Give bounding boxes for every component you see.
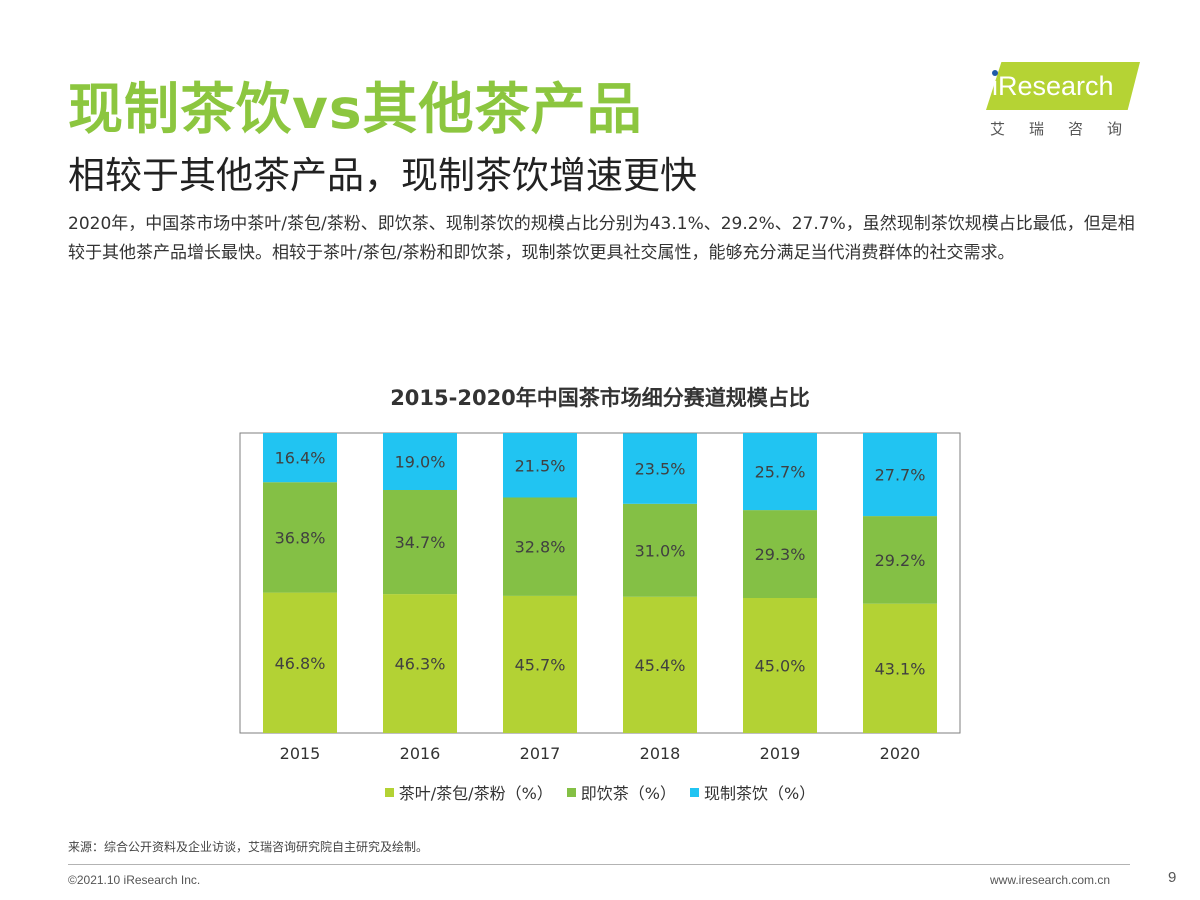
bar-segment-2017-s0 [503,595,577,733]
chart-legend: 茶叶/茶包/茶粉（%） 即饮茶（%） 现制茶饮（%） [0,780,1200,804]
page-number: 9 [1168,869,1177,886]
data-label-2020-s2: 27.7% [875,466,926,485]
x-tick-label-2016: 2016 [400,744,441,763]
data-label-2015-s2: 16.4% [275,449,326,468]
bar-segment-2016-s0 [383,594,457,733]
bar-segment-2015-s1 [263,482,337,593]
legend-label-fresh-tea: 现制茶饮（%） [704,784,816,803]
copyright-text: ©2021.10 iResearch Inc. [68,873,201,887]
data-label-2018-s0: 45.4% [635,656,686,675]
bar-segment-2015-s0 [263,592,337,733]
bar-segment-2020-s0 [863,603,937,733]
data-label-2016-s2: 19.0% [395,453,446,472]
bar-segment-2017-s1 [503,497,577,596]
bar-segment-2020-s1 [863,516,937,604]
legend-swatch-tea-leaf [384,787,394,797]
data-label-2019-s1: 29.3% [755,545,806,564]
data-label-2016-s0: 46.3% [395,655,446,674]
data-label-2020-s1: 29.2% [875,551,926,570]
bar-segment-2019-s1 [743,510,817,598]
bar-segment-2018-s2 [623,433,697,504]
data-label-2017-s1: 32.8% [515,538,566,557]
bar-segment-2018-s0 [623,596,697,733]
data-label-2018-s2: 23.5% [635,460,686,479]
data-label-2015-s0: 46.8% [275,654,326,673]
logo-subtext: 艾瑞咨询 [990,120,1147,138]
x-tick-label-2017: 2017 [520,744,561,763]
data-label-2015-s1: 36.8% [275,528,326,547]
data-label-2017-s2: 21.5% [515,456,566,475]
footer-divider [68,864,1130,865]
data-label-2019-s2: 25.7% [755,463,806,482]
x-tick-label-2015: 2015 [280,744,321,763]
logo-text: iResearch [992,71,1114,101]
legend-item-fresh-tea: 现制茶饮（%） [690,780,815,804]
description-text: 2020年，中国茶市场中茶叶/茶包/茶粉、即饮茶、现制茶饮的规模占比分别为43.… [68,214,1135,263]
bar-segment-2016-s2 [383,433,457,490]
bar-segment-2018-s1 [623,503,697,597]
legend-swatch-fresh-tea [690,787,699,797]
bar-segment-2017-s2 [503,433,577,498]
legend-label-rtd-tea: 即饮茶（%） [580,784,676,803]
bar-segment-2015-s2 [263,433,337,483]
page-title: 现制茶饮vs其他茶产品 [68,77,643,141]
bar-segment-2019-s0 [743,598,817,733]
logo-band [986,62,1140,110]
legend-item-rtd-tea: 即饮茶（%） [566,780,676,804]
legend-swatch-rtd-tea [566,787,576,797]
bar-segment-2016-s1 [383,490,457,595]
chart-title: 2015-2020年中国茶市场细分赛道规模占比 [390,386,810,410]
data-label-2019-s0: 45.0% [755,657,806,676]
source-note: 来源：综合公开资料及企业访谈，艾瑞咨询研究院自主研究及绘制。 [68,840,429,854]
website-link[interactable]: www.iresearch.com.cn [990,873,1111,887]
iresearch-logo: iResearch 艾瑞咨询 [982,60,1142,140]
x-tick-label-2019: 2019 [760,744,801,763]
x-tick-label-2020: 2020 [880,744,921,763]
data-label-2018-s1: 31.0% [635,541,686,560]
data-label-2020-s0: 43.1% [875,659,926,678]
plot-frame [239,432,961,734]
data-label-2017-s0: 45.7% [515,655,566,674]
page-subtitle: 相较于其他茶产品，现制茶饮增速更快 [68,154,697,197]
legend-label-tea-leaf: 茶叶/茶包/茶粉（%） [398,784,553,803]
bar-segment-2019-s2 [743,433,817,511]
bar-segment-2020-s2 [863,433,937,517]
x-tick-label-2018: 2018 [640,744,681,763]
logo-dot [992,70,998,76]
legend-item-tea-leaf: 茶叶/茶包/茶粉（%） [384,780,553,804]
data-label-2016-s1: 34.7% [395,533,446,552]
